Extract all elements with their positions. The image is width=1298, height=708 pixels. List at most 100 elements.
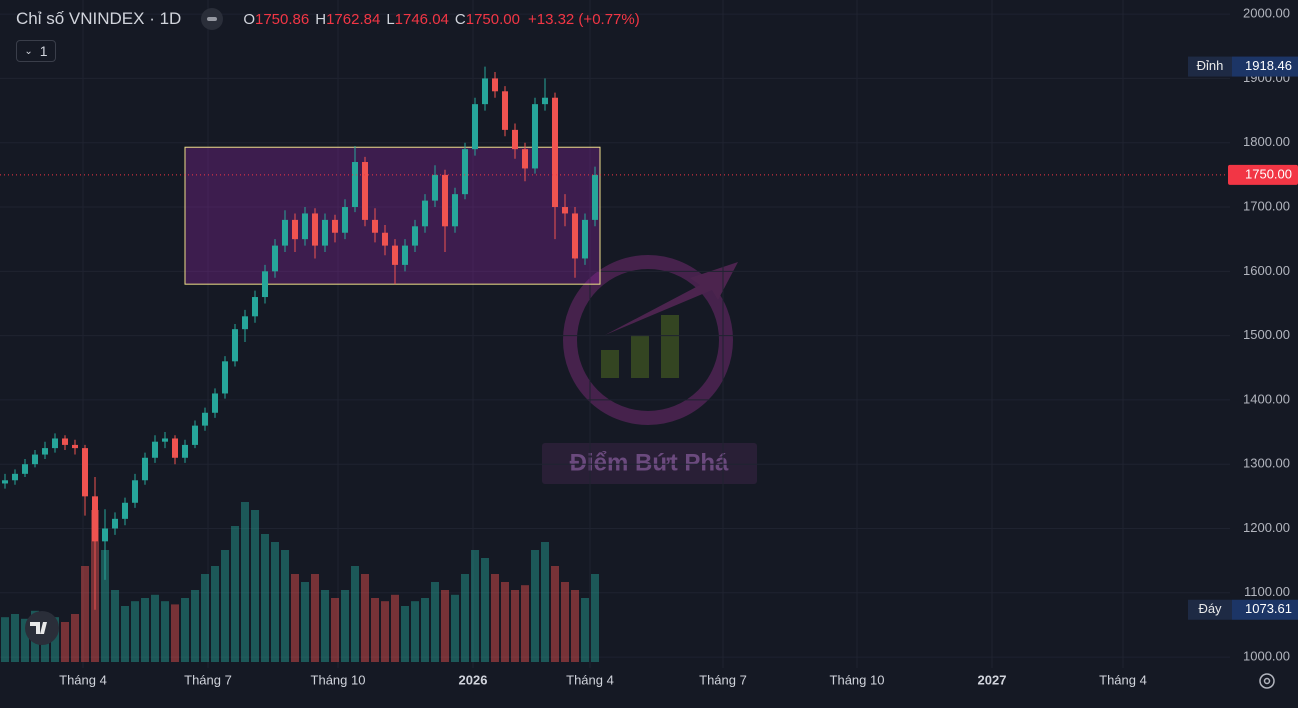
- candle-body: [342, 207, 348, 233]
- x-tick-label: Tháng 4: [566, 672, 614, 687]
- candle-body: [472, 104, 478, 150]
- volume-bar: [451, 594, 459, 662]
- x-tick-label: Tháng 4: [59, 672, 107, 687]
- ohlc-value: 1750.00: [465, 10, 520, 28]
- volume-bar: [481, 558, 489, 662]
- volume-bar: [571, 590, 579, 662]
- price-label-box: [1228, 164, 1298, 185]
- candle-body: [402, 245, 408, 265]
- candle-body: [172, 438, 178, 458]
- hide-button[interactable]: [201, 8, 224, 30]
- volume-bar: [1, 617, 9, 662]
- candle-body: [192, 425, 198, 445]
- candle-body: [482, 78, 488, 105]
- candle-body: [252, 297, 258, 317]
- ohlc-value: 1762.84: [326, 10, 381, 28]
- volume-bar: [221, 550, 229, 662]
- ohlc-key: O: [243, 10, 255, 28]
- candle-body: [32, 454, 38, 465]
- x-tick-label: Tháng 10: [311, 672, 366, 687]
- candle-body: [512, 129, 518, 150]
- volume-bar: [241, 502, 249, 662]
- candle-body: [212, 393, 218, 413]
- y-tick-label: 1300.00: [1243, 456, 1290, 471]
- candle-body: [122, 502, 128, 519]
- candle-body: [312, 213, 318, 246]
- volume-bar: [171, 604, 179, 662]
- volume-bar: [151, 594, 159, 662]
- candle-body: [382, 232, 388, 246]
- candle-body: [322, 219, 328, 246]
- settings-icon[interactable]: [1259, 673, 1275, 689]
- candle-body: [412, 226, 418, 246]
- candle-body: [522, 149, 528, 169]
- candle-body: [62, 438, 68, 445]
- volume-bar: [471, 550, 479, 662]
- candle-body: [502, 91, 508, 130]
- candle-body: [152, 441, 158, 458]
- candle-body: [292, 219, 298, 240]
- ohlc-key: C: [454, 10, 466, 28]
- volume-bar: [491, 574, 499, 662]
- volume-bar: [11, 614, 19, 662]
- volume-bar: [551, 566, 559, 662]
- candle-body: [82, 448, 88, 497]
- volume-bar: [71, 614, 79, 662]
- candle-body: [422, 200, 428, 227]
- candle-body: [42, 448, 48, 455]
- candle-body: [352, 162, 358, 208]
- candle-body: [592, 174, 598, 220]
- interval-pill[interactable]: ⌄ 1: [16, 40, 56, 62]
- candle-body: [92, 496, 98, 542]
- volume-bar: [421, 598, 429, 662]
- volume-bar: [111, 590, 119, 662]
- candle-body: [432, 174, 438, 201]
- volume-bar: [391, 594, 399, 662]
- candle-body: [222, 361, 228, 394]
- candle-body: [2, 480, 8, 484]
- volume-bar: [51, 617, 59, 662]
- volume-bar: [501, 582, 509, 662]
- y-tick-label: 1200.00: [1243, 520, 1290, 535]
- marker-value: 1073.61: [1245, 601, 1292, 616]
- candle-body: [392, 245, 398, 265]
- volume-bar: [231, 526, 239, 662]
- candle-body: [442, 174, 448, 227]
- y-tick-label: 2000.00: [1243, 6, 1290, 21]
- y-tick-label: 1400.00: [1243, 391, 1290, 406]
- candle-body: [452, 194, 458, 227]
- y-tick-label: 1600.00: [1243, 263, 1290, 278]
- marker-value: 1918.46: [1245, 58, 1292, 73]
- volume-bar: [141, 598, 149, 662]
- volume-bar: [511, 590, 519, 662]
- candle-body: [462, 149, 468, 195]
- x-tick-label: Tháng 7: [699, 672, 747, 687]
- volume-bar: [261, 534, 269, 662]
- volume-bar: [441, 590, 449, 662]
- ohlc-key: H: [315, 10, 327, 28]
- volume-bar: [211, 566, 219, 662]
- candle-body: [282, 219, 288, 246]
- volume-bar: [331, 598, 339, 662]
- marker-value-box: [1232, 599, 1298, 620]
- watermark-text: Điểm Bứt Phá: [570, 449, 729, 476]
- volume-bar: [401, 606, 409, 662]
- candle-body: [332, 219, 338, 233]
- volume-bar: [531, 550, 539, 662]
- volume-bar: [121, 606, 129, 662]
- ohlc-value: 1746.04: [394, 10, 449, 28]
- y-tick-label: 1100.00: [1244, 584, 1290, 599]
- symbol-title: Chỉ số VNINDEX · 1D: [16, 9, 182, 28]
- volume-bar: [381, 601, 389, 662]
- volume-bar: [101, 550, 109, 662]
- volume-bar: [591, 574, 599, 662]
- volume-bar: [371, 598, 379, 662]
- watermark-logo: [542, 255, 757, 484]
- candle-body: [242, 316, 248, 330]
- candle-body: [572, 213, 578, 259]
- candle-body: [102, 528, 108, 542]
- tv-logo[interactable]: [25, 611, 59, 645]
- candle-body: [22, 464, 28, 474]
- volume-bar: [81, 566, 89, 662]
